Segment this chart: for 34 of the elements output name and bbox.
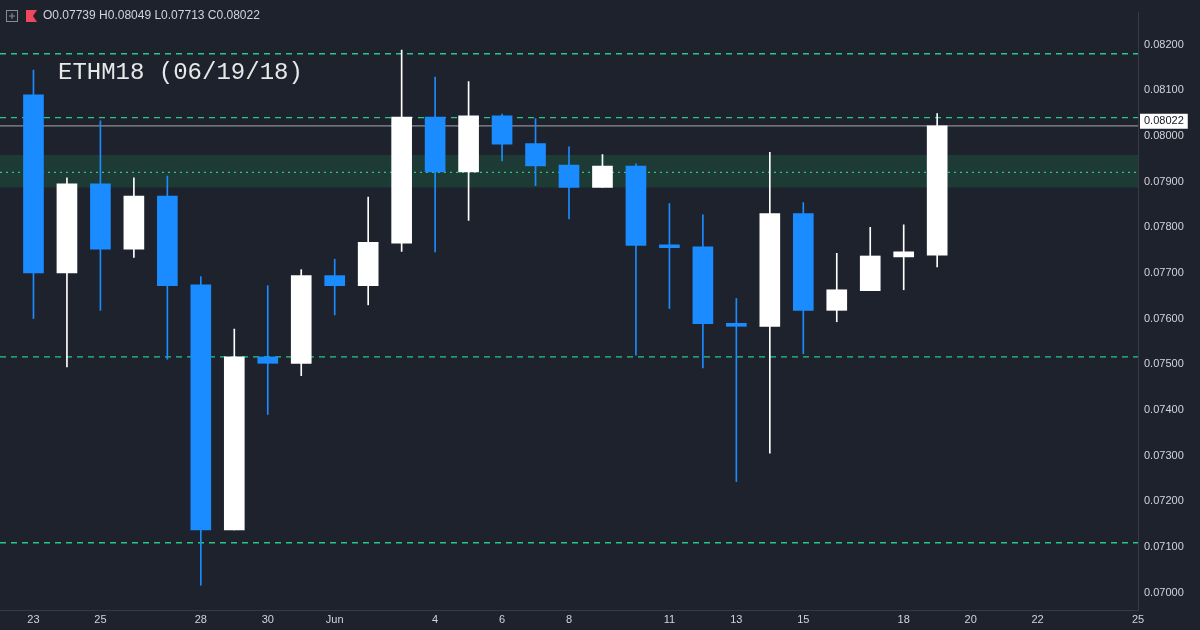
y-tick-label: 0.07900 (1144, 174, 1184, 187)
x-tick-label: 18 (897, 613, 910, 626)
y-tick-label: 0.07400 (1144, 402, 1184, 415)
x-tick-label: 11 (663, 613, 676, 626)
y-tick-label: 0.07500 (1144, 357, 1184, 370)
x-tick-label: 25 (1131, 613, 1145, 626)
x-tick-label: 6 (499, 613, 506, 626)
x-tick-label: 20 (964, 613, 977, 626)
y-tick-label: 0.07800 (1144, 220, 1184, 233)
x-tick-label: 30 (261, 613, 274, 626)
annotation: O0.07739 H0.08049 L0.07713 C0.08022 (43, 8, 261, 23)
x-tick-label: 8 (565, 613, 573, 626)
x-tick-label: Jun (325, 613, 344, 626)
y-tick-label: 0.08100 (1144, 83, 1184, 96)
x-tick-label: 4 (432, 613, 439, 626)
y-tick-label: 0.07300 (1144, 448, 1184, 461)
y-tick-label: 0.07200 (1144, 494, 1184, 507)
x-tick-label: 15 (797, 613, 810, 626)
y-tick-label: 0.07100 (1144, 539, 1184, 552)
text: ETHM18 (06/19/18) (58, 59, 303, 87)
x-tick-label: 13 (730, 613, 743, 626)
x-tick-label: 25 (94, 613, 107, 626)
x-tick-label: 22 (1031, 613, 1044, 626)
candlestick (893, 224, 915, 291)
candlestick (324, 258, 346, 316)
y-tick-label: 0.07600 (1144, 311, 1184, 324)
x-tick-label: 28 (194, 613, 207, 626)
candlestick (257, 285, 279, 415)
y-tick-label: 0.07700 (1144, 265, 1184, 278)
y-tick-label: 0.07000 (1144, 585, 1184, 598)
y-tick-label: 0.08200 (1144, 37, 1184, 50)
y-tick-label: 0.08000 (1144, 128, 1184, 141)
ref-line-label: 0.08022 (1144, 114, 1184, 127)
x-tick-label: 23 (27, 613, 40, 626)
